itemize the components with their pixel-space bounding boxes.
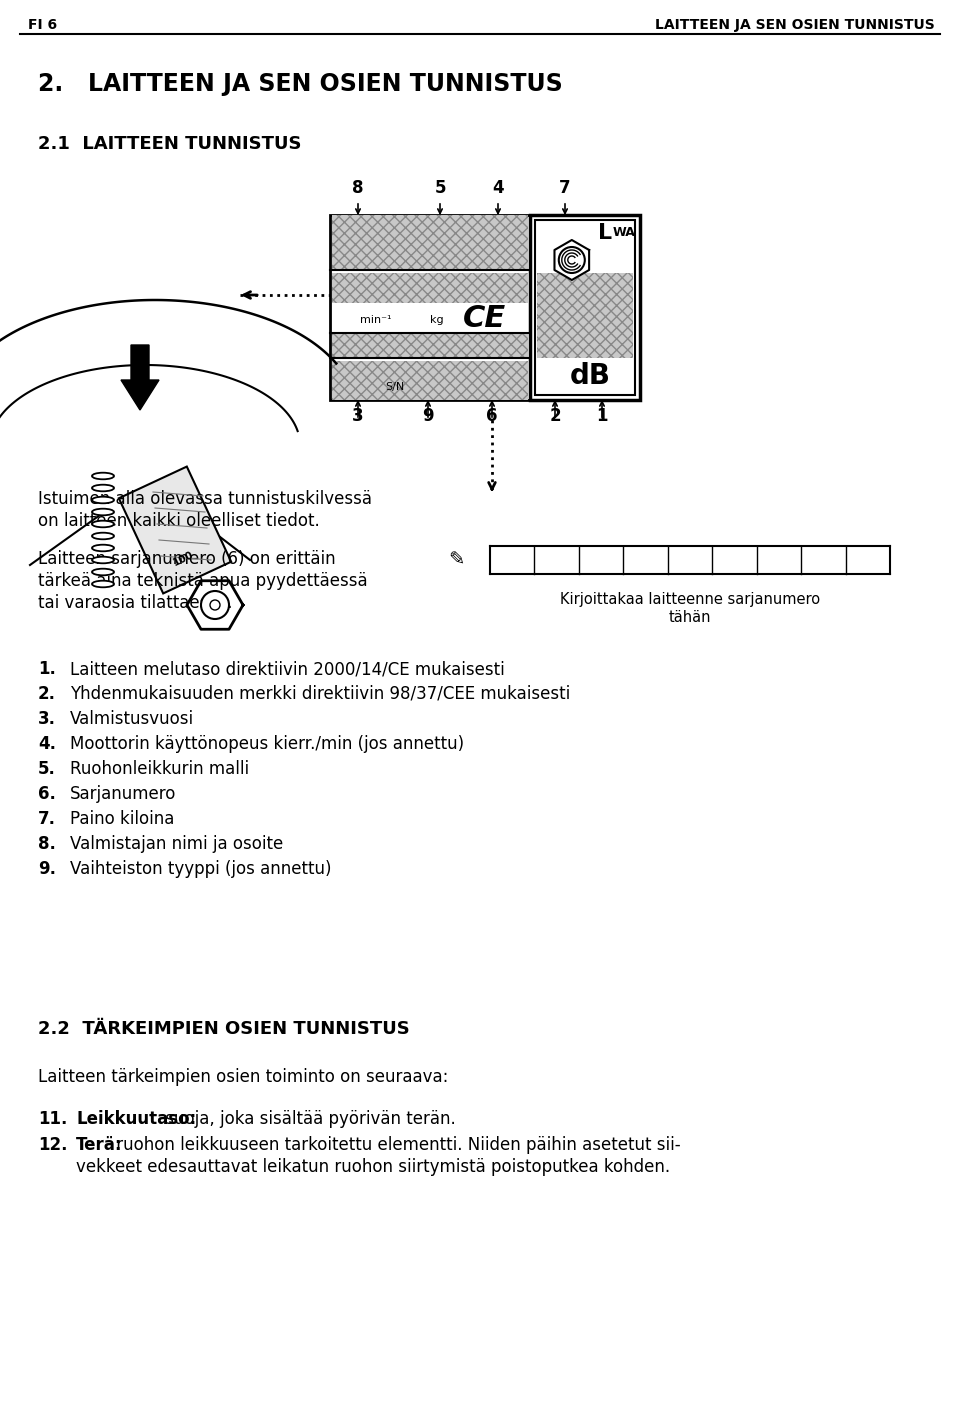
Text: ✎: ✎ xyxy=(448,551,465,570)
Polygon shape xyxy=(187,581,243,630)
Text: 8.: 8. xyxy=(38,835,56,853)
Text: dB: dB xyxy=(570,363,611,390)
Text: 4.: 4. xyxy=(38,735,56,753)
Text: Sarjanumero: Sarjanumero xyxy=(70,785,177,803)
Text: 2.: 2. xyxy=(38,685,56,703)
Text: Terä:: Terä: xyxy=(76,1137,123,1154)
Polygon shape xyxy=(119,467,231,594)
Text: vekkeet edesauttavat leikatun ruohon siirtymistä poistoputkea kohden.: vekkeet edesauttavat leikatun ruohon sii… xyxy=(76,1158,670,1177)
Text: 11.: 11. xyxy=(38,1110,67,1128)
Text: 7: 7 xyxy=(559,178,571,197)
Text: 2: 2 xyxy=(549,407,561,426)
Text: 6.: 6. xyxy=(38,785,56,803)
Bar xyxy=(332,361,528,400)
Ellipse shape xyxy=(92,544,114,551)
Text: 3: 3 xyxy=(352,407,364,426)
Text: 100: 100 xyxy=(171,550,195,568)
Polygon shape xyxy=(555,240,589,280)
Text: 9: 9 xyxy=(422,407,434,426)
Circle shape xyxy=(559,247,585,273)
Bar xyxy=(530,216,640,400)
Text: suoja, joka sisältää pyörivän terän.: suoja, joka sisältää pyörivän terän. xyxy=(160,1110,456,1128)
Text: 1: 1 xyxy=(596,407,608,426)
Text: 8: 8 xyxy=(352,178,364,197)
Ellipse shape xyxy=(92,473,114,480)
Circle shape xyxy=(210,600,220,610)
Text: WA: WA xyxy=(612,226,636,238)
Text: LAITTEEN JA SEN OSIEN TUNNISTUS: LAITTEEN JA SEN OSIEN TUNNISTUS xyxy=(656,19,935,31)
Text: 9.: 9. xyxy=(38,860,56,878)
Text: Paino kiloina: Paino kiloina xyxy=(70,810,175,828)
Text: Moottorin käyttönopeus kierr./min (jos annettu): Moottorin käyttönopeus kierr./min (jos a… xyxy=(70,735,464,753)
Text: Vaihteiston tyyppi (jos annettu): Vaihteiston tyyppi (jos annettu) xyxy=(70,860,331,878)
Text: Istuimen alla olevassa tunnistuskilvessä: Istuimen alla olevassa tunnistuskilvessä xyxy=(38,490,372,508)
Text: 2.2  TÄRKEIMPIEN OSIEN TUNNISTUS: 2.2 TÄRKEIMPIEN OSIEN TUNNISTUS xyxy=(38,1020,410,1038)
Text: min⁻¹: min⁻¹ xyxy=(360,316,392,326)
Bar xyxy=(332,216,528,270)
Ellipse shape xyxy=(92,581,114,587)
Text: 5: 5 xyxy=(434,178,445,197)
Text: Laitteen sarjanumero (6) on erittäin: Laitteen sarjanumero (6) on erittäin xyxy=(38,550,336,568)
Text: 6: 6 xyxy=(487,407,497,426)
Text: S/N: S/N xyxy=(385,383,404,393)
Text: 2.   LAITTEEN JA SEN OSIEN TUNNISTUS: 2. LAITTEEN JA SEN OSIEN TUNNISTUS xyxy=(38,71,563,96)
Text: 4: 4 xyxy=(492,178,504,197)
Text: tärkeä aina teknistä apua pyydettäessä: tärkeä aina teknistä apua pyydettäessä xyxy=(38,573,368,590)
Ellipse shape xyxy=(92,533,114,540)
Text: 2.1  LAITTEEN TUNNISTUS: 2.1 LAITTEEN TUNNISTUS xyxy=(38,136,301,153)
Circle shape xyxy=(201,591,229,618)
Text: Ruohonleikkurin malli: Ruohonleikkurin malli xyxy=(70,760,250,778)
Text: Leikkuutaso:: Leikkuutaso: xyxy=(76,1110,196,1128)
Ellipse shape xyxy=(92,568,114,575)
Text: FI 6: FI 6 xyxy=(28,19,58,31)
Text: Yhdenmukaisuuden merkki direktiivin 98/37/CEE mukaisesti: Yhdenmukaisuuden merkki direktiivin 98/3… xyxy=(70,685,570,703)
Ellipse shape xyxy=(92,557,114,563)
FancyArrow shape xyxy=(121,346,159,410)
Text: 1.: 1. xyxy=(38,660,56,678)
Bar xyxy=(537,273,633,358)
Text: tai varaosia tilattaessa.: tai varaosia tilattaessa. xyxy=(38,594,232,613)
Bar xyxy=(535,220,635,396)
Text: ruohon leikkuuseen tarkoitettu elementti. Niiden päihin asetetut sii-: ruohon leikkuuseen tarkoitettu elementti… xyxy=(111,1137,681,1154)
Text: 5.: 5. xyxy=(38,760,56,778)
Ellipse shape xyxy=(92,497,114,503)
Text: Laitteen tärkeimpien osien toiminto on seuraava:: Laitteen tärkeimpien osien toiminto on s… xyxy=(38,1068,448,1087)
Ellipse shape xyxy=(92,508,114,516)
Text: L: L xyxy=(598,223,612,243)
Bar xyxy=(332,273,528,303)
Text: 12.: 12. xyxy=(38,1137,67,1154)
Text: Laitteen melutaso direktiivin 2000/14/CE mukaisesti: Laitteen melutaso direktiivin 2000/14/CE… xyxy=(70,660,505,678)
Text: Valmistajan nimi ja osoite: Valmistajan nimi ja osoite xyxy=(70,835,283,853)
Text: on laitteen kaikki oleelliset tiedot.: on laitteen kaikki oleelliset tiedot. xyxy=(38,513,320,530)
Bar xyxy=(332,333,528,358)
Text: kg: kg xyxy=(430,316,444,326)
Ellipse shape xyxy=(92,521,114,527)
Ellipse shape xyxy=(92,484,114,491)
Text: 7.: 7. xyxy=(38,810,56,828)
Text: CE: CE xyxy=(464,304,507,333)
Bar xyxy=(330,216,640,400)
Text: Valmistusvuosi: Valmistusvuosi xyxy=(70,710,194,728)
Text: Kirjoittakaa laitteenne sarjanumero: Kirjoittakaa laitteenne sarjanumero xyxy=(560,593,820,607)
Text: tähän: tähän xyxy=(669,610,711,625)
Text: 3.: 3. xyxy=(38,710,56,728)
